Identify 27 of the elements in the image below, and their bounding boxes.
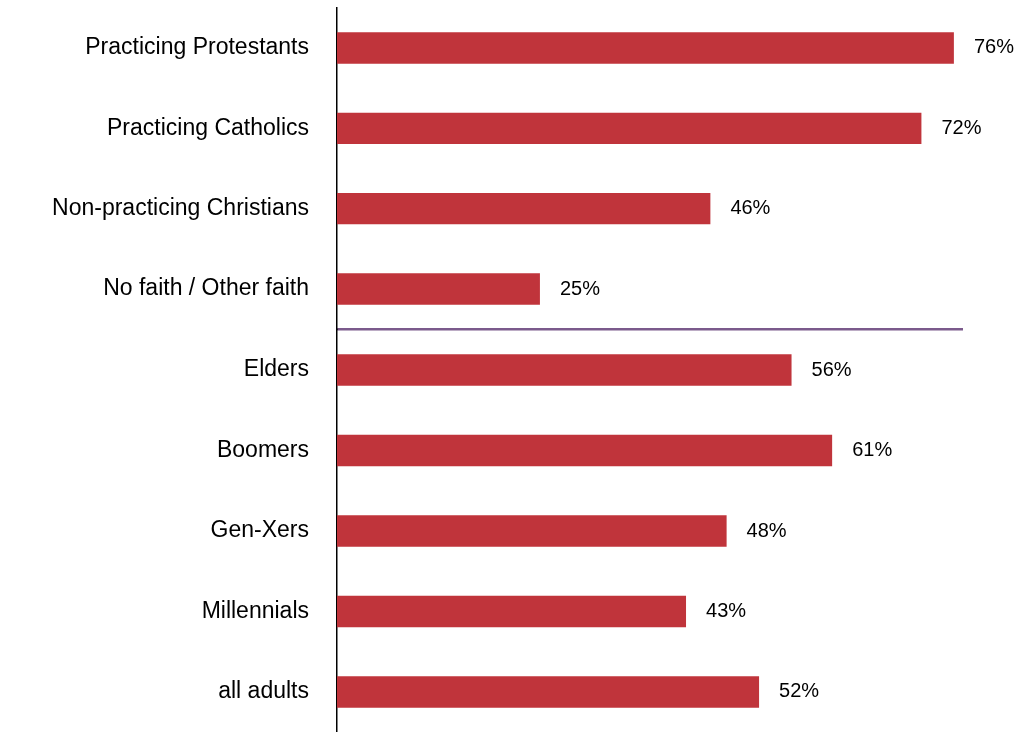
- y-tick-label: Millennials: [201, 596, 309, 623]
- bar: [337, 676, 760, 708]
- data-label: 76%: [973, 35, 1015, 58]
- data-label: 43%: [706, 598, 747, 621]
- bar: [337, 354, 792, 386]
- y-tick-label: No faith / Other faith: [103, 274, 309, 301]
- bar: [337, 434, 833, 467]
- bar: [337, 193, 711, 225]
- y-tick-label: Gen-Xers: [210, 516, 309, 543]
- data-label: 56%: [811, 357, 852, 380]
- bar: [337, 112, 922, 145]
- bar: [337, 595, 687, 628]
- bar: [337, 32, 954, 64]
- y-tick-label: Elders: [243, 355, 309, 382]
- data-label: 72%: [941, 116, 982, 139]
- bar: [337, 273, 540, 305]
- data-label: 25%: [559, 276, 601, 299]
- data-label: 52%: [779, 679, 820, 702]
- bar: [337, 515, 727, 547]
- y-tick-label: all adults: [218, 677, 309, 704]
- y-tick-label: Non-practicing Christians: [52, 194, 309, 221]
- y-tick-label: Practicing Catholics: [107, 113, 309, 140]
- data-label: 48%: [746, 518, 787, 541]
- data-label: 46%: [730, 196, 771, 219]
- data-label: 61%: [852, 438, 893, 460]
- y-tick-label: Boomers: [216, 435, 309, 462]
- y-tick-label: Practicing Protestants: [85, 33, 309, 60]
